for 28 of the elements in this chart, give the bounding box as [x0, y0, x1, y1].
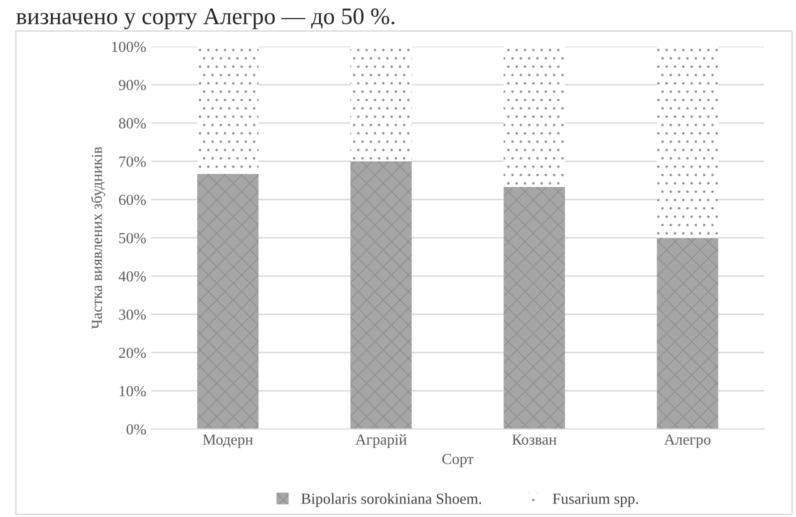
legend-label: Bipolaris sorokiniana Shoem.	[301, 493, 482, 507]
y-tick-label: 50%	[119, 232, 146, 244]
legend-label: Fusarium spp.	[552, 494, 638, 507]
bar	[350, 161, 412, 430]
y-tick-label: 70%	[119, 156, 146, 167]
y-tick-label: 80%	[118, 118, 146, 129]
y-tick-label: 90%	[118, 80, 146, 90]
y-tick-label: 20%	[119, 348, 146, 358]
bar	[350, 46, 412, 162]
y-tick-label: 40%	[118, 271, 146, 282]
bar	[197, 46, 258, 174]
bar	[197, 174, 258, 430]
x-tick-label: Аграрій	[355, 434, 407, 448]
x-tick-label: Модерн	[202, 434, 253, 448]
y-tick-label: 100%	[112, 42, 146, 52]
x-tick-label: Козван	[512, 434, 556, 445]
text: визначено у сорту Алегро — до 50 %.	[16, 8, 394, 30]
x-tick-label: Алегро	[664, 434, 710, 448]
x-axis-title: Сорт	[442, 454, 474, 468]
y-tick-label: 60%	[119, 194, 146, 206]
y-tick-label: 30%	[119, 309, 146, 320]
bar	[656, 46, 718, 238]
bar	[656, 238, 718, 430]
y-axis-title: Частка виявлених збудників	[90, 147, 106, 329]
y-tick-label: 0%	[126, 424, 146, 435]
y-tick-label: 10%	[120, 386, 146, 396]
bar	[504, 186, 565, 430]
bar	[504, 46, 565, 187]
